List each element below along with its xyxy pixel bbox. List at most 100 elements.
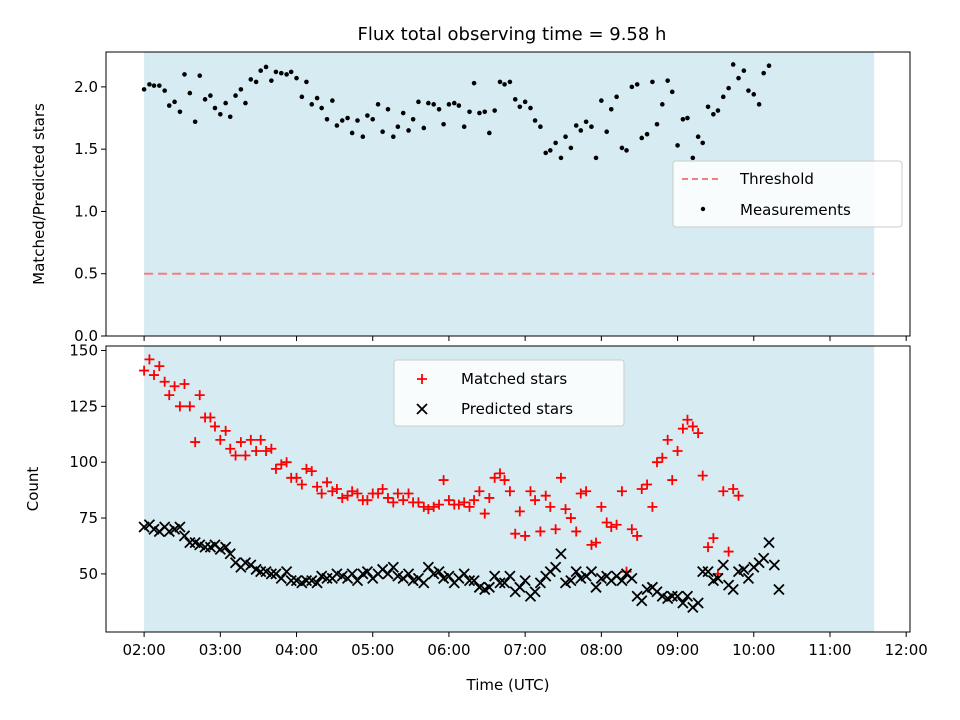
matched-star-point xyxy=(489,472,500,483)
measurement-point xyxy=(319,105,324,111)
x-tick-label: 03:00 xyxy=(199,641,242,659)
matched-star-point xyxy=(677,423,688,434)
matched-star-point xyxy=(164,390,175,401)
matched-star-point xyxy=(647,501,658,512)
matched-star-point xyxy=(179,378,190,389)
measurement-point xyxy=(208,93,213,98)
measurement-point xyxy=(360,134,366,140)
matched-star-point xyxy=(514,506,525,517)
x-marker xyxy=(416,403,428,415)
x-tick-label: 12:00 xyxy=(885,641,928,659)
measurement-point xyxy=(395,124,401,130)
predicted-star-point xyxy=(220,541,232,553)
matched-star-point xyxy=(251,446,262,457)
matched-star-point xyxy=(575,488,586,499)
matched-star-point xyxy=(255,434,266,445)
predicted-star-point xyxy=(565,574,577,587)
bottom-legend-box xyxy=(393,359,625,427)
matched-star-point xyxy=(530,495,541,506)
measurement-point xyxy=(446,102,452,107)
matched-star-point xyxy=(291,472,302,483)
matched-star-point xyxy=(662,434,673,445)
predicted-star-point xyxy=(585,566,598,578)
predicted-star-point xyxy=(677,597,689,609)
predicted-star-point xyxy=(178,530,191,542)
measurement-point xyxy=(482,109,488,115)
measurement-point xyxy=(568,145,574,151)
matched-star-point xyxy=(220,425,231,436)
predicted-star-point xyxy=(285,574,297,587)
matched-star-point xyxy=(632,530,643,541)
measurement-point xyxy=(157,83,162,88)
predicted-star-point xyxy=(666,590,678,602)
matched-star-point xyxy=(159,376,170,387)
matched-star-point xyxy=(540,490,551,501)
measurement-point xyxy=(324,116,330,122)
measurement-point xyxy=(278,70,284,76)
measurement-point xyxy=(578,128,584,133)
predicted-star-point xyxy=(361,566,374,578)
matched-star-point xyxy=(596,501,607,512)
predicted-star-point xyxy=(382,568,394,580)
matched-star-point xyxy=(611,519,622,530)
matched-star-point xyxy=(642,479,653,490)
matched-star-point xyxy=(382,492,393,503)
predicted-star-point xyxy=(671,590,684,602)
predicted-star-point xyxy=(443,570,455,582)
matched-star-point xyxy=(205,412,216,423)
matched-star-point xyxy=(733,490,744,501)
matched-star-point xyxy=(398,495,409,506)
measurement-point xyxy=(751,92,757,97)
matched-star-point xyxy=(697,470,708,481)
matched-star-point xyxy=(261,446,272,457)
matched-star-point xyxy=(403,488,414,499)
y-tick-label: 125 xyxy=(69,397,98,415)
matched-star-point xyxy=(184,401,195,412)
y-tick-label: 150 xyxy=(69,341,98,359)
measurement-point xyxy=(421,125,427,131)
matched-star-point xyxy=(281,457,292,468)
measurement-point xyxy=(253,79,259,85)
predicted-star-point xyxy=(616,574,628,587)
matched-star-point xyxy=(651,457,662,468)
measurement-point xyxy=(456,103,462,108)
matched-star-point xyxy=(337,492,348,503)
matched-star-point xyxy=(190,437,201,448)
matched-star-point xyxy=(362,495,373,506)
matched-star-point xyxy=(459,497,470,508)
matched-star-point xyxy=(174,401,185,412)
y-tick-label: 1.0 xyxy=(74,202,98,220)
measurement-point xyxy=(543,150,549,156)
measurement-point xyxy=(669,89,675,95)
matched-star-point xyxy=(230,450,241,461)
matched-star-point xyxy=(225,443,236,454)
y-tick-label: 2.0 xyxy=(74,78,98,96)
measurement-point xyxy=(517,104,523,110)
matched-star-point xyxy=(586,539,597,550)
matched-star-point xyxy=(423,504,434,515)
predicted-star-point xyxy=(174,521,186,533)
measurement-point xyxy=(538,124,543,130)
matched-star-point xyxy=(565,513,576,524)
predicted-star-point xyxy=(255,566,267,578)
measurement-point xyxy=(406,128,411,133)
matched-star-point xyxy=(682,414,693,425)
predicted-star-point xyxy=(549,561,562,573)
top-y-axis-label: Matched/Predicted stars xyxy=(30,103,48,285)
measurement-point xyxy=(385,106,391,112)
matched-star-point xyxy=(723,546,734,557)
matched-star-point xyxy=(306,466,317,477)
legend-predicted-swatch xyxy=(416,403,428,415)
bottom-x-ticks: 02:00 03:00 04:00 05:00 06:00 07:00 08:00 09:00… xyxy=(122,632,928,659)
measurement-point xyxy=(705,104,711,110)
predicted-star-point xyxy=(463,574,476,587)
measurement-point xyxy=(269,78,274,83)
matched-star-point xyxy=(687,421,698,432)
matched-star-point xyxy=(276,459,287,470)
measurement-point xyxy=(151,83,157,88)
measurement-point xyxy=(284,72,289,77)
measurement-point xyxy=(497,79,503,85)
measurement-point xyxy=(608,106,614,112)
x-tick-label: 02:00 xyxy=(122,641,165,659)
predicted-star-point xyxy=(224,548,236,560)
